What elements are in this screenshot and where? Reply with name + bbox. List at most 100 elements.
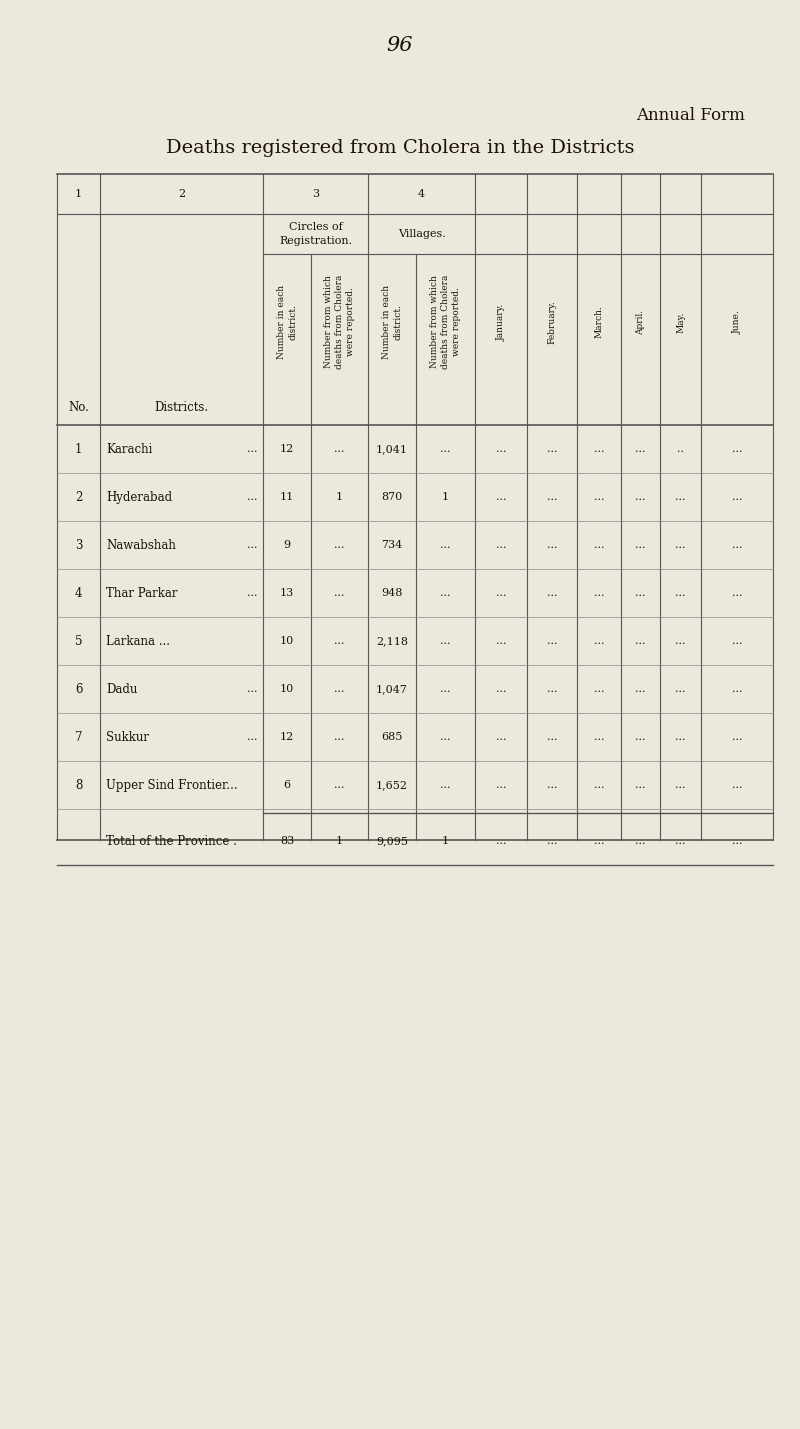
Text: ...: ... (594, 636, 604, 646)
Text: 9: 9 (283, 540, 290, 550)
Text: 12: 12 (280, 444, 294, 454)
Text: Upper Sind Frontier...: Upper Sind Frontier... (106, 779, 238, 792)
Text: ...: ... (732, 684, 742, 694)
Text: 1,041: 1,041 (376, 444, 408, 454)
Text: ...: ... (496, 492, 506, 502)
Text: ...: ... (496, 587, 506, 597)
Text: ...: ... (675, 587, 686, 597)
Text: Districts.: Districts. (154, 402, 209, 414)
Text: ...: ... (496, 732, 506, 742)
Text: 11: 11 (280, 492, 294, 502)
Text: Larkana ...: Larkana ... (106, 634, 170, 647)
Text: 9,095: 9,095 (376, 836, 408, 846)
Text: Villages.: Villages. (398, 229, 446, 239)
Text: ...: ... (675, 492, 686, 502)
Text: ...: ... (546, 780, 558, 790)
Text: 1: 1 (442, 492, 449, 502)
Text: 2: 2 (75, 490, 82, 503)
Text: 12: 12 (280, 732, 294, 742)
Text: Sukkur: Sukkur (106, 730, 149, 743)
Text: ...: ... (440, 636, 450, 646)
Text: Annual Form: Annual Form (636, 107, 745, 123)
Text: 1: 1 (75, 443, 82, 456)
Text: 1: 1 (442, 836, 449, 846)
Text: 4: 4 (418, 189, 425, 199)
Text: ...: ... (594, 836, 604, 846)
Text: 6: 6 (283, 780, 290, 790)
Text: Number in each
district.: Number in each district. (277, 284, 297, 359)
Text: 1: 1 (336, 836, 343, 846)
Text: ...: ... (635, 540, 646, 550)
Text: ...: ... (594, 587, 604, 597)
Text: ...: ... (334, 587, 345, 597)
Text: 8: 8 (75, 779, 82, 792)
Text: ..: .. (677, 444, 684, 454)
Text: 5: 5 (74, 634, 82, 647)
Text: ...: ... (440, 732, 450, 742)
Text: ...: ... (635, 684, 646, 694)
Text: ...: ... (732, 587, 742, 597)
Text: ...: ... (732, 492, 742, 502)
Text: 96: 96 (386, 36, 414, 54)
Text: 83: 83 (280, 836, 294, 846)
Text: ...: ... (594, 492, 604, 502)
Text: ...: ... (594, 780, 604, 790)
Text: ...: ... (440, 444, 450, 454)
Text: ...: ... (732, 836, 742, 846)
Text: February.: February. (547, 300, 557, 344)
Text: ...: ... (635, 444, 646, 454)
Text: Nawabshah: Nawabshah (106, 539, 176, 552)
Text: ...: ... (732, 444, 742, 454)
Text: ...: ... (594, 732, 604, 742)
Text: ...: ... (334, 780, 345, 790)
Text: ...: ... (675, 732, 686, 742)
Text: 3: 3 (74, 539, 82, 552)
Text: ...: ... (635, 492, 646, 502)
Text: 734: 734 (382, 540, 402, 550)
Text: Karachi: Karachi (106, 443, 152, 456)
Text: Total of the Province .: Total of the Province . (106, 835, 237, 847)
Text: ...: ... (594, 444, 604, 454)
Text: 4: 4 (74, 586, 82, 600)
Text: 1,652: 1,652 (376, 780, 408, 790)
Text: ...: ... (675, 836, 686, 846)
Text: ...: ... (635, 780, 646, 790)
Text: January.: January. (497, 303, 506, 340)
Text: ...: ... (594, 540, 604, 550)
Text: ...: ... (440, 780, 450, 790)
Text: ...: ... (732, 636, 742, 646)
Text: May.: May. (676, 312, 685, 333)
Text: ...: ... (635, 836, 646, 846)
Text: ...: ... (546, 836, 558, 846)
Text: ...: ... (546, 636, 558, 646)
Text: ...: ... (247, 444, 258, 454)
Text: 1: 1 (75, 189, 82, 199)
Text: 870: 870 (382, 492, 402, 502)
Text: ...: ... (675, 636, 686, 646)
Text: ...: ... (247, 492, 258, 502)
Text: ...: ... (546, 684, 558, 694)
Text: ...: ... (546, 492, 558, 502)
Text: ...: ... (496, 444, 506, 454)
Text: ...: ... (546, 444, 558, 454)
Text: ...: ... (496, 836, 506, 846)
Text: 1,047: 1,047 (376, 684, 408, 694)
Text: Number in each
district.: Number in each district. (382, 284, 402, 359)
Text: ...: ... (635, 636, 646, 646)
Text: 7: 7 (74, 730, 82, 743)
Text: 6: 6 (74, 683, 82, 696)
Text: ...: ... (334, 636, 345, 646)
Text: ...: ... (334, 684, 345, 694)
Text: ...: ... (440, 684, 450, 694)
Text: ...: ... (675, 684, 686, 694)
Text: ...: ... (496, 540, 506, 550)
Text: 3: 3 (312, 189, 319, 199)
Text: April.: April. (636, 310, 645, 334)
Text: ...: ... (247, 540, 258, 550)
Text: ...: ... (732, 780, 742, 790)
Text: 2,118: 2,118 (376, 636, 408, 646)
Text: ...: ... (247, 684, 258, 694)
Text: March.: March. (594, 306, 603, 339)
Text: No.: No. (68, 402, 89, 414)
Text: 685: 685 (382, 732, 402, 742)
